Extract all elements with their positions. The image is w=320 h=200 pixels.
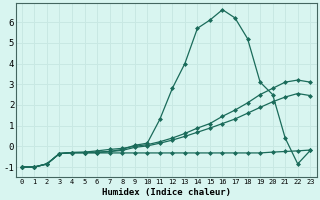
X-axis label: Humidex (Indice chaleur): Humidex (Indice chaleur)	[101, 188, 231, 197]
